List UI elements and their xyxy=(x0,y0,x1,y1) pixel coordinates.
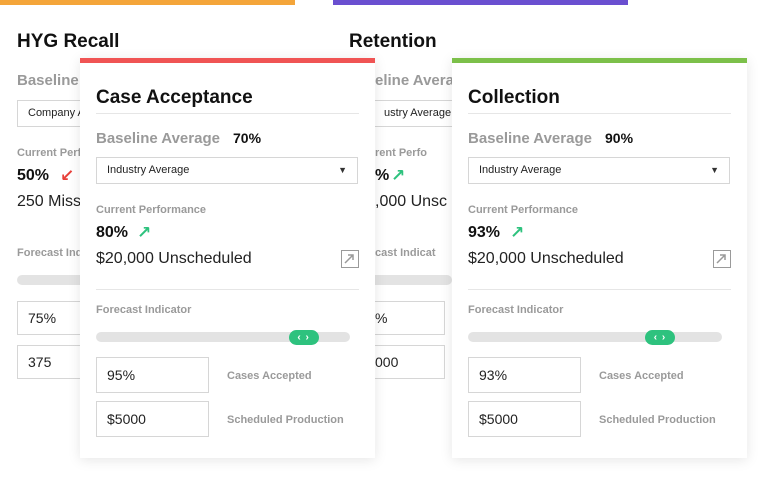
collection-performance-value: 93% xyxy=(468,224,501,241)
case-baseline-value: 70% xyxy=(233,130,262,146)
collection-current-performance-label: Current Performance xyxy=(468,204,579,216)
retention-input1-value: % xyxy=(375,310,388,326)
case-acceptance-title: Case Acceptance xyxy=(96,87,253,108)
case-comparison-select[interactable]: Industry Average ▼ xyxy=(96,157,358,184)
hyg-recall-accent-bar xyxy=(0,0,295,5)
hyg-performance-value: 50% xyxy=(17,167,50,184)
collection-baseline-label: Baseline Average xyxy=(468,130,592,147)
case-current-performance-label: Current Performance xyxy=(96,204,207,216)
collection-card: Collection Baseline Average 90% Industry… xyxy=(452,58,747,458)
retention-forecast-label: cast Indicat xyxy=(375,247,436,259)
case-acceptance-accent-bar xyxy=(80,58,375,63)
retention-visible-strip: eline Avera ustry Average rent Perfo % ↗… xyxy=(375,62,452,462)
case-unscheduled-summary: $20,000 Unscheduled xyxy=(96,250,252,267)
hyg-missed-summary: 250 Miss xyxy=(17,193,82,210)
collection-forecast-slider-handle[interactable]: ‹ › xyxy=(644,330,675,345)
retention-input2-value: 000 xyxy=(375,354,399,370)
trend-up-arrow-icon: ↗ xyxy=(391,166,406,185)
retention-forecast-count-input[interactable]: 000 xyxy=(375,345,445,379)
collection-forecast-label: Forecast Indicator xyxy=(468,304,564,316)
hyg-forecast-label: Forecast Indic xyxy=(17,247,92,259)
cases-accepted-input[interactable]: 95% xyxy=(96,357,209,393)
trend-up-arrow-icon: ↗ xyxy=(137,223,152,242)
retention-forecast-percent-input[interactable]: % xyxy=(375,301,445,335)
case-title-divider xyxy=(96,113,359,114)
hyg-baseline-label: Baseline xyxy=(17,72,79,89)
collection-title: Collection xyxy=(468,87,560,108)
collection-cases-accepted-label: Cases Accepted xyxy=(599,370,684,382)
hyg-recall-title: HYG Recall xyxy=(17,31,120,52)
case-forecast-slider-track[interactable] xyxy=(96,332,350,342)
trend-up-arrow-icon: ↗ xyxy=(510,223,525,242)
retention-select-value: ustry Average xyxy=(384,107,452,119)
hyg-current-performance-label: Current Perf xyxy=(17,147,82,159)
hyg-input1-value: 75% xyxy=(28,310,57,326)
collection-scheduled-production-input[interactable]: $5000 xyxy=(468,401,581,437)
collection-scheduled-production-label: Scheduled Production xyxy=(599,414,716,426)
collection-accent-bar xyxy=(452,58,747,63)
expand-icon[interactable] xyxy=(341,250,359,268)
expand-icon[interactable] xyxy=(713,250,731,268)
cases-accepted-label: Cases Accepted xyxy=(227,370,312,382)
cases-accepted-value: 95% xyxy=(107,367,136,383)
hyg-forecast-slider[interactable] xyxy=(17,275,97,285)
collection-select-value: Industry Average xyxy=(479,164,562,176)
collection-cases-accepted-value: 93% xyxy=(479,367,508,383)
retention-accent-bar xyxy=(333,0,628,5)
scheduled-production-label: Scheduled Production xyxy=(227,414,344,426)
hyg-input2-value: 375 xyxy=(28,354,52,370)
collection-section-divider xyxy=(468,289,731,290)
case-baseline-label: Baseline Average xyxy=(96,130,220,147)
case-forecast-label: Forecast Indicator xyxy=(96,304,192,316)
case-acceptance-card: Case Acceptance Baseline Average 70% Ind… xyxy=(80,58,375,458)
trend-down-arrow-icon: ↙ xyxy=(60,166,75,185)
scheduled-production-input[interactable]: $5000 xyxy=(96,401,209,437)
chevron-down-icon: ▼ xyxy=(338,165,347,175)
hyg-select-value: Company A xyxy=(28,107,85,119)
retention-performance-value: % xyxy=(375,167,390,184)
case-forecast-slider-handle[interactable]: ‹ › xyxy=(288,330,319,345)
scheduled-production-value: $5000 xyxy=(107,411,146,427)
collection-unscheduled-summary: $20,000 Unscheduled xyxy=(468,250,624,267)
retention-comparison-select[interactable]: ustry Average xyxy=(375,100,452,127)
chevron-down-icon: ▼ xyxy=(710,165,719,175)
case-performance-value: 80% xyxy=(96,224,129,241)
collection-scheduled-production-value: $5000 xyxy=(479,411,518,427)
retention-forecast-slider[interactable] xyxy=(375,275,452,285)
collection-cases-accepted-input[interactable]: 93% xyxy=(468,357,581,393)
collection-forecast-slider-track[interactable] xyxy=(468,332,722,342)
retention-unscheduled-summary: ,000 Unsc xyxy=(375,193,448,210)
case-section-divider xyxy=(96,289,359,290)
retention-baseline-label: eline Avera xyxy=(375,72,452,89)
retention-title: Retention xyxy=(349,31,437,52)
retention-current-performance-label: rent Perfo xyxy=(375,147,427,159)
collection-baseline-value: 90% xyxy=(605,130,634,146)
case-select-value: Industry Average xyxy=(107,164,190,176)
collection-title-divider xyxy=(468,113,731,114)
collection-comparison-select[interactable]: Industry Average ▼ xyxy=(468,157,730,184)
